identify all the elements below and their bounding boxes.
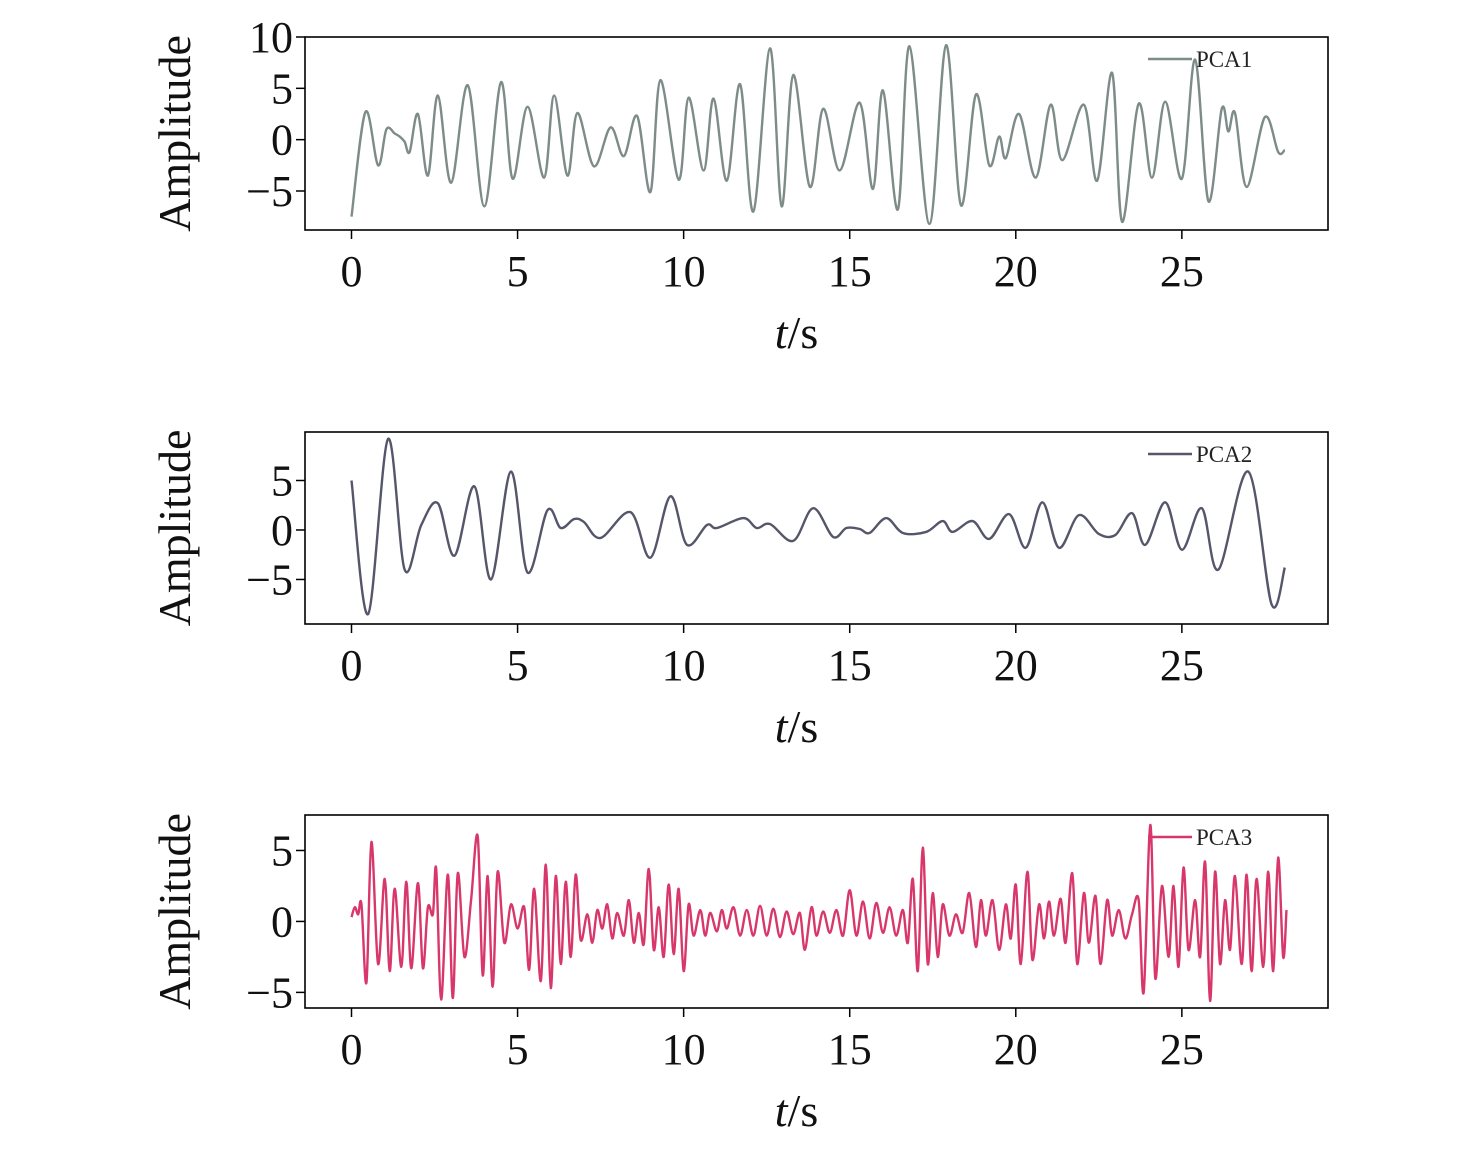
x-axis-label: t/s [775, 1085, 818, 1136]
y-axis-label: Amplitude [149, 813, 200, 1010]
y-axis-label: Amplitude [149, 430, 200, 627]
y-tick-label: 10 [249, 13, 293, 62]
x-tick-label: 0 [341, 247, 363, 296]
data-line [350, 823, 1288, 1003]
legend-label: PCA3 [1196, 825, 1252, 850]
x-axis-label: t/s [775, 307, 818, 358]
x-tick-label: 20 [994, 1025, 1038, 1074]
plot-frame [304, 431, 1329, 625]
y-tick-label: 0 [271, 897, 293, 946]
data-line [350, 437, 1286, 616]
y-tick-label: −5 [246, 167, 293, 216]
y-tick-label: 5 [271, 826, 293, 875]
x-tick-label: 15 [828, 1025, 872, 1074]
x-tick-label: 25 [1160, 1025, 1204, 1074]
x-axis-label: t/s [775, 701, 818, 752]
x-tick-label: 15 [828, 641, 872, 690]
x-tick-label: 10 [662, 641, 706, 690]
x-tick-label: 20 [994, 641, 1038, 690]
x-tick-label: 0 [341, 1025, 363, 1074]
legend-label: PCA1 [1196, 47, 1252, 72]
x-tick-label: 0 [341, 641, 363, 690]
y-tick-label: 0 [271, 506, 293, 555]
plot-frame [304, 36, 1329, 231]
y-tick-label: 5 [271, 456, 293, 505]
data-line [350, 44, 1286, 226]
y-tick-label: −5 [246, 968, 293, 1017]
y-tick-label: 5 [271, 64, 293, 113]
x-tick-label: 5 [507, 1025, 529, 1074]
y-axis-label: Amplitude [149, 35, 200, 232]
x-tick-label: 10 [662, 247, 706, 296]
x-tick-label: 20 [994, 247, 1038, 296]
x-tick-label: 25 [1160, 641, 1204, 690]
y-tick-label: −5 [246, 555, 293, 604]
plot-frame [304, 814, 1329, 1009]
legend-label: PCA2 [1196, 442, 1252, 467]
subplot: 0 5 10 15 20 25 −5 0 5 t/s Amplitude PCA3 [149, 813, 1329, 1136]
x-tick-label: 10 [662, 1025, 706, 1074]
x-tick-label: 15 [828, 247, 872, 296]
x-tick-label: 5 [507, 641, 529, 690]
x-tick-label: 25 [1160, 247, 1204, 296]
x-tick-label: 5 [507, 247, 529, 296]
y-tick-label: 0 [271, 116, 293, 165]
